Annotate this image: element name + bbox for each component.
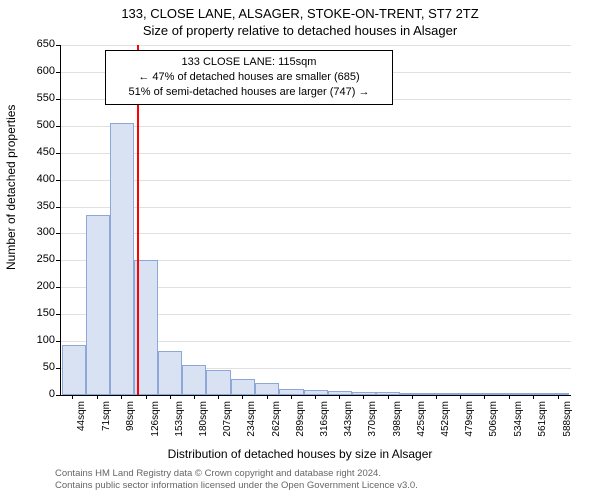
x-tick-label: 506sqm [488, 401, 499, 461]
attribution-footer: Contains HM Land Registry data © Crown c… [55, 468, 418, 493]
y-tick-label: 250 [15, 253, 55, 265]
x-tick-mark [388, 395, 389, 399]
x-tick-label: 452sqm [440, 401, 451, 461]
x-tick-mark [339, 395, 340, 399]
x-tick-mark [218, 395, 219, 399]
chart-container: 133, CLOSE LANE, ALSAGER, STOKE-ON-TRENT… [0, 0, 600, 500]
x-tick-mark [146, 395, 147, 399]
x-tick-mark [121, 395, 122, 399]
histogram-bar [62, 345, 86, 395]
x-tick-label: 343sqm [343, 401, 354, 461]
x-tick-label: 370sqm [367, 401, 378, 461]
x-tick-label: 425sqm [416, 401, 427, 461]
x-tick-mark [363, 395, 364, 399]
histogram-bar [231, 379, 255, 395]
y-tick-mark [56, 341, 60, 342]
y-tick-label: 500 [15, 119, 55, 131]
chart-title-address: 133, CLOSE LANE, ALSAGER, STOKE-ON-TRENT… [0, 0, 600, 21]
x-tick-label: 534sqm [513, 401, 524, 461]
x-tick-mark [267, 395, 268, 399]
y-tick-mark [56, 99, 60, 100]
x-tick-label: 479sqm [464, 401, 475, 461]
x-tick-mark [412, 395, 413, 399]
annotation-box: 133 CLOSE LANE: 115sqm ← 47% of detached… [105, 50, 393, 105]
y-tick-label: 400 [15, 173, 55, 185]
histogram-bar [182, 365, 206, 395]
chart-title-subtitle: Size of property relative to detached ho… [0, 21, 600, 38]
x-tick-label: 262sqm [271, 401, 282, 461]
x-tick-label: 561sqm [537, 401, 548, 461]
y-tick-mark [56, 207, 60, 208]
y-tick-label: 100 [15, 334, 55, 346]
x-tick-label: 398sqm [392, 401, 403, 461]
histogram-bar [255, 383, 279, 395]
x-tick-mark [484, 395, 485, 399]
annotation-line1: 133 CLOSE LANE: 115sqm [114, 55, 384, 70]
x-tick-label: 316sqm [319, 401, 330, 461]
x-tick-label: 289sqm [295, 401, 306, 461]
y-tick-label: 450 [15, 146, 55, 158]
x-tick-mark [242, 395, 243, 399]
y-tick-label: 200 [15, 280, 55, 292]
y-tick-mark [56, 45, 60, 46]
footer-line1: Contains HM Land Registry data © Crown c… [55, 468, 418, 480]
y-tick-label: 150 [15, 307, 55, 319]
y-tick-mark [56, 395, 60, 396]
x-tick-label: 71sqm [101, 401, 112, 461]
histogram-bar [520, 393, 544, 395]
y-tick-mark [56, 233, 60, 234]
y-tick-label: 300 [15, 226, 55, 238]
x-tick-mark [170, 395, 171, 399]
x-tick-label: 126sqm [150, 401, 161, 461]
annotation-line3: 51% of semi-detached houses are larger (… [114, 85, 384, 100]
y-tick-label: 0 [15, 388, 55, 400]
x-tick-label: 588sqm [562, 401, 573, 461]
y-tick-mark [56, 126, 60, 127]
x-tick-mark [533, 395, 534, 399]
y-tick-mark [56, 260, 60, 261]
x-tick-label: 44sqm [76, 401, 87, 461]
annotation-line2: ← 47% of detached houses are smaller (68… [114, 70, 384, 85]
x-tick-mark [97, 395, 98, 399]
x-tick-mark [460, 395, 461, 399]
y-tick-mark [56, 368, 60, 369]
histogram-bar [158, 351, 182, 395]
y-tick-mark [56, 287, 60, 288]
footer-line2: Contains public sector information licen… [55, 480, 418, 492]
histogram-bar [206, 370, 231, 395]
x-tick-mark [194, 395, 195, 399]
y-tick-label: 650 [15, 38, 55, 50]
y-tick-label: 350 [15, 200, 55, 212]
x-tick-label: 153sqm [174, 401, 185, 461]
x-tick-mark [436, 395, 437, 399]
x-tick-label: 98sqm [125, 401, 136, 461]
x-tick-label: 207sqm [222, 401, 233, 461]
x-tick-mark [558, 395, 559, 399]
y-tick-label: 600 [15, 65, 55, 77]
histogram-bar [86, 215, 110, 395]
y-tick-label: 550 [15, 92, 55, 104]
y-tick-mark [56, 72, 60, 73]
y-tick-label: 50 [15, 361, 55, 373]
x-tick-mark [315, 395, 316, 399]
x-tick-label: 234sqm [246, 401, 257, 461]
x-tick-label: 180sqm [198, 401, 209, 461]
x-tick-mark [291, 395, 292, 399]
y-tick-mark [56, 153, 60, 154]
x-tick-mark [72, 395, 73, 399]
y-tick-mark [56, 314, 60, 315]
histogram-bar [110, 123, 134, 395]
histogram-bar [496, 393, 520, 395]
y-tick-mark [56, 180, 60, 181]
x-tick-mark [509, 395, 510, 399]
